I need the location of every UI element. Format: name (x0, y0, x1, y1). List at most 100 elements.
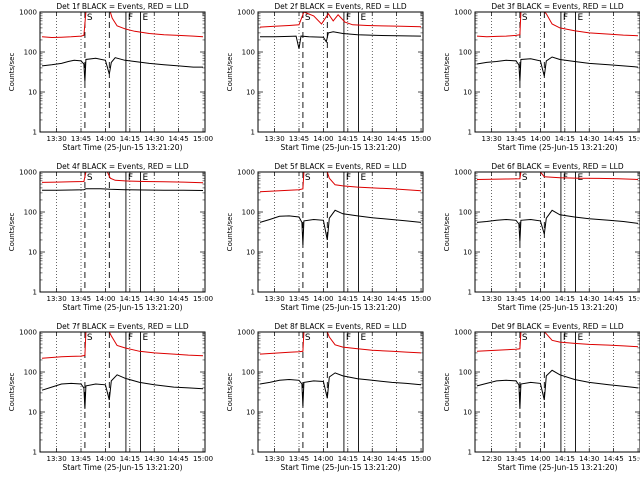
x-tick-label: 14:30 (362, 295, 382, 303)
y-tick-label: 1 (468, 129, 472, 137)
panel-title: Det 6f BLACK = Events, RED = LLD (491, 162, 624, 171)
panel-title: Det 5f BLACK = Events, RED = LLD (274, 162, 407, 171)
x-tick-label: 14:15 (555, 455, 575, 463)
x-tick-label: 14:30 (579, 455, 599, 463)
marker-label: E (143, 333, 149, 343)
x-tick-label: 13:45 (506, 135, 526, 143)
panel-3: Det 3f BLACK = Events, RED = LLD 13:30 13:… (443, 2, 640, 152)
y-tick-label: 100 (459, 49, 472, 57)
x-tick-label: 14:30 (579, 295, 599, 303)
x-axis-title: Start Time (25-Jun-15 13:21:20) (281, 463, 401, 472)
y-tick-label: 1 (468, 449, 472, 457)
events-series-line (476, 56, 639, 82)
y-tick-label: 1 (251, 449, 255, 457)
x-tick-label: 14:45 (604, 455, 624, 463)
panel-4: Det 4f BLACK = Events, RED = LLD 13:30 13:… (8, 162, 213, 312)
y-axis-title: Counts/sec (226, 53, 234, 92)
marker-label: S (87, 333, 93, 343)
x-axis-title: Start Time (25-Jun-15 13:21:20) (498, 143, 618, 152)
y-tick-label: 100 (459, 369, 472, 377)
panel-9: Det 9f BLACK = Events, RED = LLD 12:30 13:… (443, 322, 640, 472)
panel-title: Det 8f BLACK = Events, RED = LLD (274, 322, 407, 331)
x-tick-label: 15:00 (628, 135, 640, 143)
y-tick-label: 1000 (237, 9, 255, 17)
x-tick-label: 14:30 (579, 135, 599, 143)
y-tick-label: 10 (28, 249, 37, 257)
x-tick-label: 13:45 (71, 135, 91, 143)
lld-series-line (259, 171, 422, 193)
x-tick-label: 13:30 (482, 135, 502, 143)
marker-label: F (346, 173, 351, 183)
y-tick-label: 1 (251, 129, 255, 137)
panel-7: Det 7f BLACK = Events, RED = LLD 13:30 13:… (8, 322, 213, 472)
marker-label: F (346, 13, 351, 23)
marker-label: E (143, 173, 149, 183)
plot-frame (39, 171, 206, 293)
y-tick-label: 10 (246, 89, 255, 97)
plot-frame (39, 331, 206, 453)
plot-frame (257, 11, 424, 133)
x-tick-label: 13:45 (71, 295, 91, 303)
x-tick-label: 14:45 (604, 135, 624, 143)
x-tick-label: 14:00 (313, 455, 333, 463)
x-tick-label: 14:45 (169, 295, 189, 303)
lld-series-line (41, 171, 204, 184)
x-tick-label: 14:45 (169, 455, 189, 463)
x-tick-label: 14:45 (387, 455, 407, 463)
x-tick-label: 14:00 (313, 295, 333, 303)
marker-label: S (522, 333, 528, 343)
plot-frame (474, 331, 640, 453)
x-tick-label: 13:45 (289, 295, 309, 303)
x-tick-label: 15:00 (193, 135, 213, 143)
plot-frame (257, 171, 424, 293)
x-tick-label: 14:15 (555, 135, 575, 143)
panel-title: Det 9f BLACK = Events, RED = LLD (491, 322, 624, 331)
x-axis-title: Start Time (25-Jun-15 13:21:20) (63, 143, 183, 152)
marker-label: F (563, 13, 568, 23)
x-tick-label: 14:30 (362, 455, 382, 463)
y-tick-label: 100 (459, 209, 472, 217)
y-tick-label: 10 (246, 409, 255, 417)
marker-label: S (87, 173, 93, 183)
x-tick-label: 14:30 (144, 295, 164, 303)
x-tick-label: 15:00 (411, 135, 431, 143)
marker-label: F (563, 333, 568, 343)
marker-label: S (305, 173, 311, 183)
y-tick-label: 1000 (19, 169, 37, 177)
x-tick-label: 15:00 (628, 455, 640, 463)
x-tick-label: 14:00 (530, 455, 550, 463)
plot-frame (257, 331, 424, 453)
x-tick-label: 13:30 (265, 135, 285, 143)
panel-title: Det 1f BLACK = Events, RED = LLD (56, 2, 189, 11)
marker-label: F (128, 13, 133, 23)
x-axis-title: Start Time (25-Jun-15 13:21:20) (281, 143, 401, 152)
y-tick-label: 1000 (19, 329, 37, 337)
y-tick-label: 10 (28, 409, 37, 417)
y-axis-title: Counts/sec (443, 53, 451, 92)
x-tick-label: 13:45 (289, 455, 309, 463)
y-axis-title: Counts/sec (226, 213, 234, 252)
marker-label: E (361, 333, 367, 343)
marker-label: E (361, 173, 367, 183)
events-series-line (42, 188, 204, 191)
y-tick-label: 1000 (454, 329, 472, 337)
x-tick-label: 12:30 (482, 455, 502, 463)
y-tick-label: 1000 (19, 9, 37, 17)
panel-title: Det 7f BLACK = Events, RED = LLD (56, 322, 189, 331)
y-tick-label: 1 (468, 289, 472, 297)
lld-series-line (476, 331, 639, 352)
lld-series-line (41, 11, 204, 39)
x-tick-label: 14:15 (120, 455, 140, 463)
y-tick-label: 10 (463, 89, 472, 97)
y-tick-label: 1000 (454, 9, 472, 17)
marker-label: S (522, 13, 528, 23)
y-tick-label: 1 (251, 289, 255, 297)
marker-label: F (128, 333, 133, 343)
x-tick-label: 14:15 (120, 135, 140, 143)
x-tick-label: 14:15 (555, 295, 575, 303)
panel-title: Det 3f BLACK = Events, RED = LLD (491, 2, 624, 11)
y-tick-label: 10 (246, 249, 255, 257)
events-series-line (476, 369, 639, 409)
y-tick-label: 10 (28, 89, 37, 97)
panel-8: Det 8f BLACK = Events, RED = LLD 13:30 13:… (226, 322, 431, 472)
